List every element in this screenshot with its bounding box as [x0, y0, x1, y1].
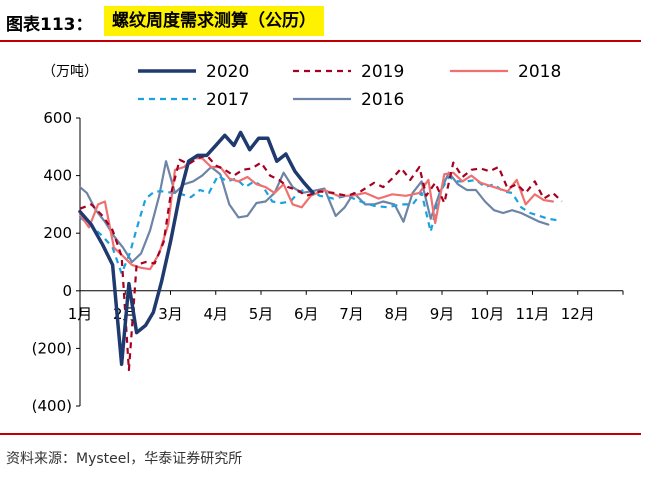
- legend-label-2020: 2020: [206, 62, 249, 82]
- legend-entry-2016: 2016: [293, 90, 404, 110]
- series-line-2019: [79, 154, 563, 372]
- figure-header: 图表113： 螺纹周度需求测算（公历）: [0, 0, 649, 44]
- bottom-rule: [0, 433, 641, 435]
- x-tick-label: 1月: [68, 305, 93, 323]
- legend-label-2017: 2017: [206, 90, 249, 110]
- legend-entry-2018: 2018: [450, 62, 561, 82]
- x-tick-label: 4月: [203, 305, 228, 323]
- legend-entry-2020: 2020: [138, 62, 249, 82]
- legend-label-2016: 2016: [361, 90, 404, 110]
- y-tick-label: (200): [32, 339, 72, 357]
- y-tick-label: 200: [43, 224, 72, 242]
- series-line-2020: [78, 130, 315, 366]
- chart-canvas: （万吨） 2020 2019 2018 2017 2016 (400) (200) 0 200…: [32, 62, 624, 415]
- x-tick-label: 5月: [249, 305, 274, 323]
- x-tick-label: 9月: [430, 305, 455, 323]
- series-line-2016: [78, 160, 550, 264]
- x-tick-label: 11月: [515, 305, 549, 323]
- x-axis: 1月 2月 3月 4月 5月 6月 7月 8月 9月 10月 11月 12月: [68, 290, 624, 323]
- legend-entry-2017: 2017: [138, 90, 249, 110]
- y-tick-label: 400: [43, 167, 72, 185]
- series-line-2018: [78, 157, 554, 271]
- x-tick-label: 8月: [384, 305, 409, 323]
- y-tick-label: (400): [32, 397, 72, 415]
- y-unit-label: （万吨）: [42, 64, 98, 80]
- x-tick-label: 3月: [158, 305, 183, 323]
- x-tick-label: 6月: [294, 305, 319, 323]
- legend-entry-2019: 2019: [293, 62, 404, 82]
- y-tick-label: 600: [43, 109, 72, 127]
- legend-label-2019: 2019: [361, 62, 404, 82]
- legend-label-2018: 2018: [518, 62, 561, 82]
- source-note: 资料来源：Mysteel，华泰证券研究所: [6, 451, 243, 467]
- figure-label: 图表113：: [6, 15, 93, 35]
- x-tick-label: 10月: [470, 305, 504, 323]
- figure-title: 螺纹周度需求测算（公历）: [104, 6, 324, 36]
- legend: 2020 2019 2018 2017 2016: [138, 62, 561, 110]
- series-layer: [78, 130, 563, 372]
- top-rule: [0, 40, 641, 42]
- y-axis: (400) (200) 0 200 400 600: [32, 109, 81, 415]
- x-tick-label: 7月: [339, 305, 364, 323]
- x-tick-label: 12月: [561, 305, 595, 323]
- y-tick-label: 0: [62, 282, 72, 300]
